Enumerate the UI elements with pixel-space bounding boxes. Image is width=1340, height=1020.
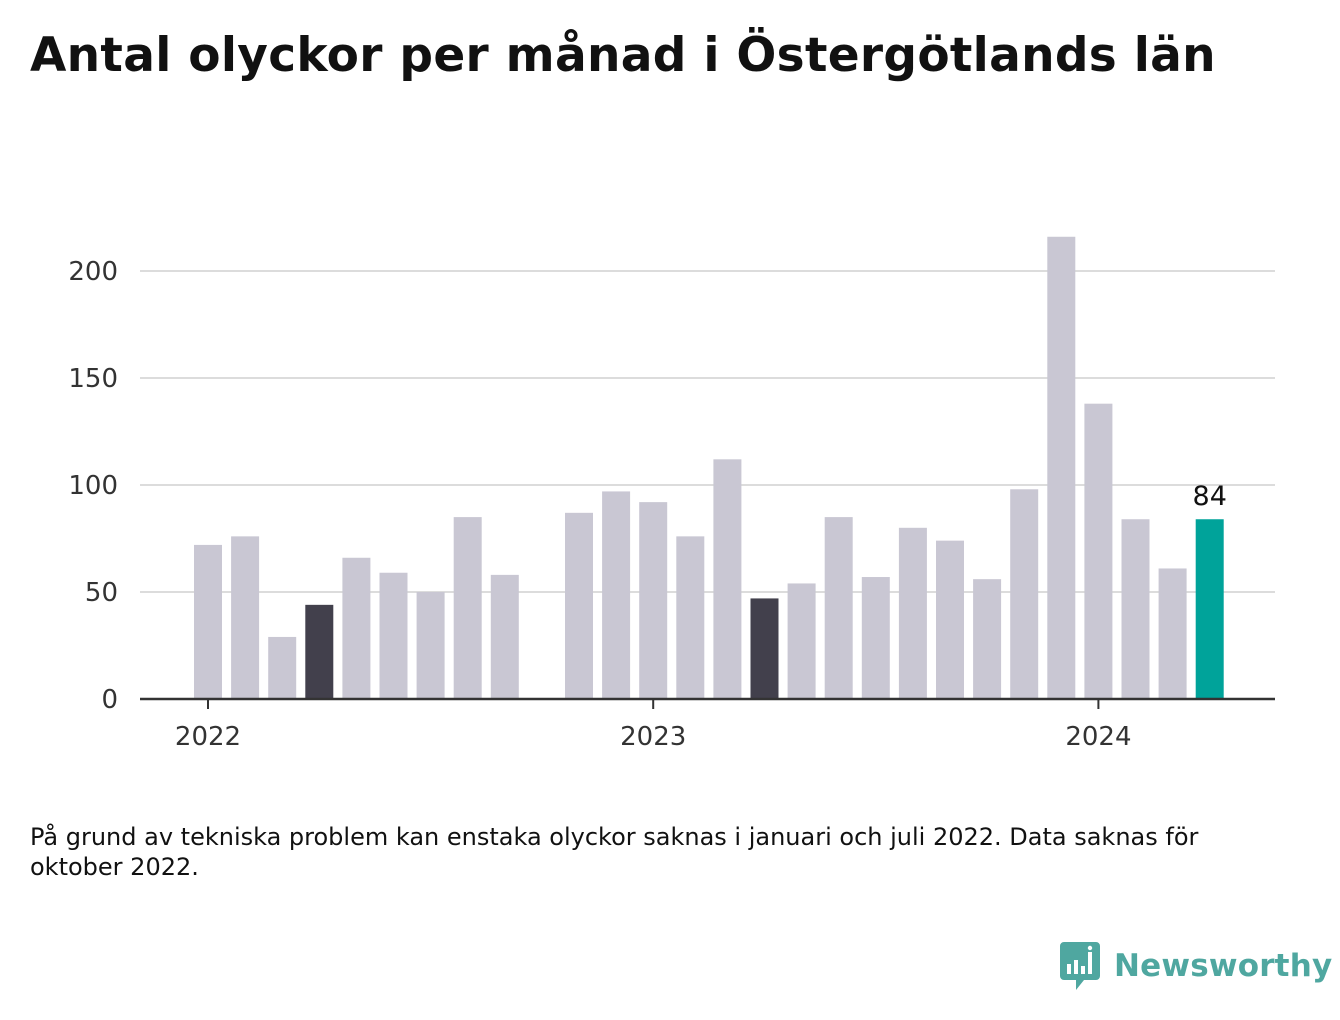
y-tick-label-0: 0 [101, 685, 118, 715]
bar-2022-11 [565, 512, 593, 699]
bar-2023-08 [898, 527, 927, 699]
bars [194, 236, 1224, 699]
x-tick-label-2023: 2023 [620, 722, 686, 752]
bar-2023-09 [936, 540, 964, 699]
bar-2022-06 [379, 572, 408, 699]
bar-2023-03 [713, 459, 742, 699]
bar-2022-08 [453, 517, 482, 699]
y-tick-label-150: 150 [68, 364, 118, 394]
value-label-2024-04: 84 [1193, 481, 1227, 512]
bar-2023-01 [639, 502, 668, 699]
y-tick-label-50: 50 [85, 578, 118, 608]
bar-2022-09 [490, 574, 519, 699]
bar-2023-02 [676, 536, 705, 699]
brand-logo[interactable]: Newsworthy [1060, 940, 1332, 992]
brand-name: Newsworthy [1114, 948, 1333, 984]
bar-2023-10 [973, 579, 1002, 699]
bar-2024-01 [1084, 403, 1113, 699]
bar-2023-06 [824, 517, 853, 699]
bar-2024-03 [1158, 568, 1187, 699]
bar-2022-01 [194, 544, 222, 699]
bar-2023-05 [787, 583, 816, 699]
x-axis [140, 697, 1275, 709]
labels: 0 50 100 150 200 2022 2023 2024 84 [68, 257, 1227, 752]
footnote: På grund av tekniska problem kan enstaka… [30, 823, 1199, 881]
bar-2024-04 [1195, 519, 1224, 699]
bar-2023-04 [750, 598, 779, 699]
bar-2022-04 [305, 604, 334, 699]
y-tick-label-200: 200 [68, 257, 118, 287]
newsworthy-logo-icon [1060, 942, 1100, 990]
x-tick-label-2022: 2022 [175, 722, 241, 752]
bar-2022-12 [602, 491, 631, 699]
bar-2023-11 [1010, 489, 1039, 699]
bar-2023-07 [861, 577, 890, 699]
bar-2022-07 [416, 592, 445, 699]
bar-2022-03 [268, 636, 297, 699]
x-tick-label-2024: 2024 [1065, 722, 1131, 752]
bar-2024-02 [1121, 519, 1150, 699]
y-tick-label-100: 100 [68, 471, 118, 501]
bar-2022-02 [231, 536, 260, 699]
chart-title: Antal olyckor per månad i Östergötlands … [30, 28, 1216, 83]
bar-2023-12 [1047, 236, 1076, 699]
bar-2022-05 [342, 557, 371, 699]
